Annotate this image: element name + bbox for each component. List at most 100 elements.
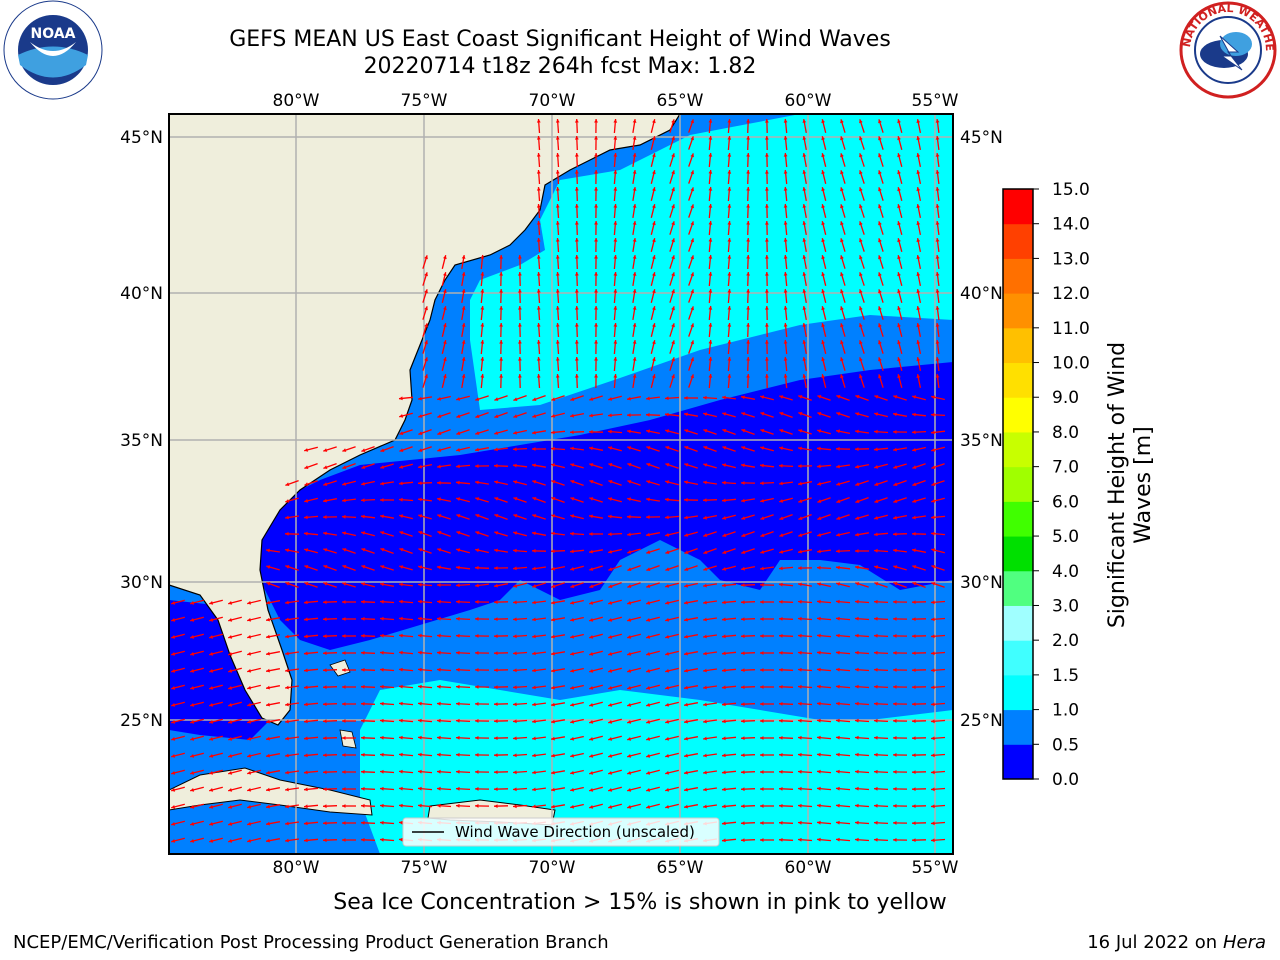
wave-direction-arrowhead (671, 136, 675, 141)
wave-direction-arrowhead (437, 769, 441, 774)
wave-direction-arrowhead (840, 170, 844, 175)
wave-direction-arrowhead (760, 804, 764, 808)
wave-direction-arrowhead (627, 805, 632, 809)
wave-direction-arrowhead (494, 702, 498, 706)
wave-direction-arrowhead (532, 753, 536, 758)
wave-direction-arrowhead (342, 753, 346, 757)
wave-direction-arrowhead (646, 618, 651, 622)
wave-direction-arrowhead (323, 651, 327, 656)
wave-direction-arrowhead (323, 770, 327, 775)
wave-direction-arrowhead (708, 340, 713, 344)
wave-direction-arrowhead (399, 497, 403, 502)
wave-direction-arrowhead (935, 306, 940, 310)
wave-direction-arrowhead (285, 719, 289, 724)
wave-direction-arrowhead (798, 412, 803, 416)
wave-direction-arrowhead (608, 397, 613, 401)
wave-direction-arrowhead (304, 651, 308, 656)
wave-direction-arrowhead (727, 238, 732, 242)
wave-direction-arrowhead (627, 669, 632, 673)
wave-direction-arrowhead (893, 565, 898, 569)
wave-direction-arrowhead (475, 804, 479, 808)
wave-direction-arrowhead (456, 548, 461, 552)
wave-direction-arrowhead (285, 565, 290, 569)
latitude-label: 45°N (960, 128, 1003, 148)
wave-direction-arrowhead (424, 357, 428, 362)
wave-direction-arrowhead (646, 532, 650, 537)
wave-direction-arrowhead (551, 531, 555, 536)
wave-direction-arrowhead (665, 753, 669, 758)
wave-direction-arrowhead (821, 221, 825, 226)
wave-direction-arrowhead (646, 686, 651, 690)
wave-direction-arrowhead (665, 787, 669, 792)
wave-direction-arrowhead (874, 482, 879, 486)
wave-direction-arrowhead (494, 447, 498, 452)
wave-direction-arrowhead (741, 533, 746, 537)
wave-direction-arrowhead (613, 187, 618, 191)
wave-direction-arrowhead (608, 635, 613, 639)
wave-direction-arrowhead (475, 447, 479, 452)
wave-direction-arrowhead (555, 187, 560, 191)
wave-direction-arrowhead (418, 582, 422, 587)
wave-direction-arrowhead (817, 395, 822, 399)
wave-direction-arrowhead (627, 514, 631, 519)
wave-direction-arrowhead (935, 153, 940, 157)
wave-direction-arrowhead (266, 753, 270, 758)
wave-direction-arrowhead (840, 255, 844, 260)
wave-direction-arrowhead (690, 238, 694, 243)
wave-direction-arrowhead (247, 617, 251, 622)
wave-direction-arrowhead (513, 770, 517, 775)
wave-direction-arrowhead (690, 289, 694, 294)
wave-direction-arrowhead (855, 752, 859, 757)
wave-direction-arrowhead (380, 650, 384, 655)
wave-direction-arrowhead (613, 306, 618, 310)
wave-direction-arrowhead (342, 498, 346, 503)
wave-direction-arrowhead (893, 412, 897, 417)
wave-direction-arrowhead (855, 516, 860, 520)
legend-label: Wind Wave Direction (unscaled) (455, 823, 695, 841)
wave-direction-arrowhead (703, 702, 707, 707)
wave-direction-arrowhead (931, 753, 935, 758)
wave-direction-arrowhead (494, 753, 498, 757)
wave-direction-arrowhead (399, 633, 403, 638)
wave-direction-arrowhead (746, 323, 750, 327)
wave-direction-arrowhead (536, 357, 541, 361)
wave-direction-arrowhead (722, 838, 726, 843)
wave-direction-arrowhead (399, 820, 403, 825)
wave-direction-arrowhead (671, 289, 675, 294)
wave-direction-arrowhead (190, 652, 195, 656)
colorbar-segment (1003, 397, 1033, 433)
wave-direction-arrowhead (380, 616, 384, 621)
wave-direction-arrowhead (912, 565, 917, 569)
wave-direction-arrowhead (671, 272, 675, 277)
wave-direction-arrowhead (494, 804, 498, 808)
wave-direction-arrowhead (608, 703, 613, 707)
wave-direction-arrowhead (513, 548, 517, 553)
wave-direction-arrowhead (589, 686, 594, 690)
wave-direction-arrowhead (802, 374, 807, 378)
wave-direction-arrowhead (684, 600, 688, 605)
wave-direction-arrowhead (703, 533, 708, 537)
wave-direction-arrowhead (893, 651, 897, 655)
wave-direction-arrowhead (646, 754, 651, 758)
wave-direction-arrowhead (513, 584, 518, 588)
wave-direction-arrowhead (931, 702, 935, 707)
colorbar-segment (1003, 189, 1033, 225)
wave-direction-arrowhead (424, 255, 428, 260)
wave-direction-arrowhead (798, 684, 802, 689)
wave-direction-arrowhead (190, 618, 195, 622)
wave-direction-arrowhead (456, 684, 460, 689)
wave-direction-arrowhead (437, 431, 442, 435)
wave-direction-arrowhead (342, 668, 346, 672)
wave-direction-arrowhead (708, 187, 713, 191)
wave-direction-arrowhead (536, 187, 541, 191)
wave-direction-arrowhead (690, 357, 694, 362)
wave-direction-arrowhead (589, 532, 593, 536)
wave-direction-arrowhead (931, 787, 935, 792)
wave-direction-arrowhead (247, 719, 251, 724)
wave-direction-arrowhead (931, 565, 936, 569)
wave-direction-arrowhead (765, 255, 769, 259)
colorbar-tick-label: 14.0 (1052, 215, 1090, 235)
wave-direction-arrowhead (836, 718, 840, 723)
wave-direction-arrowhead (646, 567, 651, 571)
wave-direction-arrowhead (746, 153, 750, 157)
